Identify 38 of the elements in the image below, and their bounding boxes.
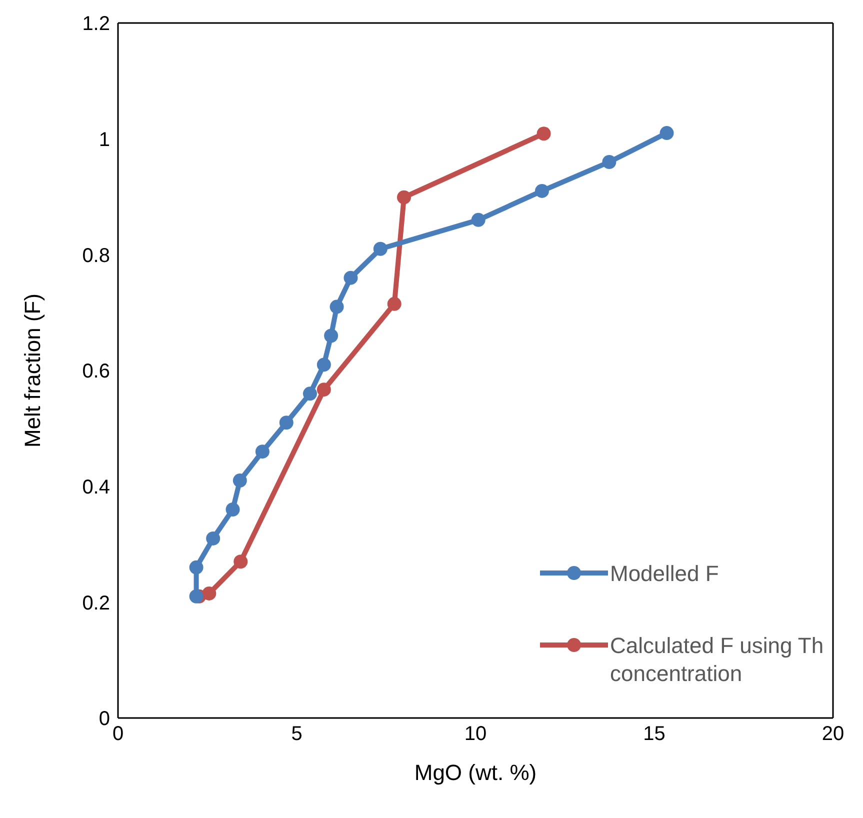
point [189, 560, 204, 574]
point [602, 155, 616, 169]
y-tick-label: 1 [98, 128, 110, 151]
point [660, 126, 674, 140]
point [344, 270, 358, 285]
x-tick-label: 5 [291, 723, 302, 746]
y-tick-label: 0.2 [82, 592, 110, 614]
y-tick-label: 1.2 [82, 13, 110, 36]
point [536, 126, 551, 141]
x-tick-label: 15 [643, 723, 666, 746]
point [316, 358, 331, 372]
point [189, 589, 204, 604]
point [534, 184, 549, 198]
legend-label: Calculated F using Th concentration [610, 632, 825, 688]
point [330, 300, 344, 314]
y-tick-label: 0 [98, 708, 110, 730]
point [397, 190, 411, 204]
point [255, 444, 270, 459]
point [387, 296, 402, 311]
legend-label: Modelled F [610, 560, 719, 588]
x-tick-label: 10 [464, 723, 487, 746]
point [471, 212, 486, 227]
point [373, 242, 388, 256]
point [202, 586, 216, 600]
point [316, 382, 331, 397]
point [234, 554, 248, 569]
point [206, 531, 220, 546]
point [279, 416, 294, 430]
point [232, 474, 247, 488]
point [226, 502, 240, 516]
x-tick-label: 20 [822, 723, 844, 746]
y-tick-label: 0.4 [82, 476, 110, 498]
point [324, 328, 338, 343]
y-tick-label: 0.6 [82, 360, 110, 383]
x-axis-title: MgO (wt. %) [414, 760, 537, 785]
y-axis-title: Melt fraction (F) [20, 293, 45, 448]
point [302, 386, 317, 401]
y-tick-label: 0.8 [82, 244, 110, 267]
